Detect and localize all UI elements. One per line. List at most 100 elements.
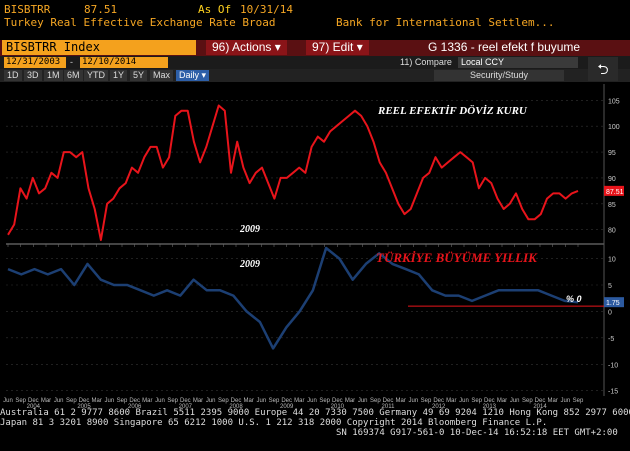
x-tick-label: Dec: [535, 398, 546, 404]
compare-label: 11) Compare: [400, 57, 452, 67]
period-button-6[interactable]: 5Y: [130, 70, 148, 81]
series-line-1: [7, 246, 579, 350]
y-tick-label: 10: [608, 257, 616, 264]
y-tick-label: 0: [608, 309, 612, 316]
x-tick-label: Dec: [28, 398, 39, 404]
x-year-label: 2007: [179, 404, 193, 408]
period-button-8[interactable]: Daily ▾: [176, 70, 210, 81]
back-arrow-icon[interactable]: ⮌: [588, 57, 618, 81]
period-button-3[interactable]: 6M: [64, 70, 83, 81]
x-tick-label: Mar: [345, 398, 355, 404]
edit-menu-button[interactable]: 97) Edit ▾: [306, 40, 369, 55]
x-tick-label: Jun: [104, 398, 114, 404]
x-year-label: 2012: [432, 404, 446, 408]
footer: Australia 61 2 9777 8600 Brazil 5511 239…: [0, 408, 630, 438]
y-tick-label: 80: [608, 228, 616, 235]
panel-title: REEL EFEKTİF DÖVİZ KURU: [377, 104, 528, 117]
footer-line-3: SN 169374 G917-561-0 10-Dec-14 16:52:18 …: [336, 428, 618, 438]
x-tick-label: Sep: [269, 398, 280, 404]
x-year-label: 2008: [229, 404, 243, 408]
period-button-0[interactable]: 1D: [4, 70, 22, 81]
target-label: % 0: [566, 294, 582, 304]
index-input[interactable]: BISBTRR Index: [2, 40, 196, 55]
chart-background: [0, 84, 630, 408]
compare-select[interactable]: Local CCY: [458, 57, 578, 68]
period-button-7[interactable]: Max: [150, 70, 174, 81]
footer-line-2: Japan 81 3 3201 8900 Singapore 65 6212 1…: [0, 418, 548, 428]
x-tick-label: Mar: [395, 398, 405, 404]
x-year-label: 2010: [331, 404, 345, 408]
y-tick-label: 95: [608, 150, 616, 157]
year-annotation: 2009: [239, 224, 260, 235]
last-value-label: 87.51: [606, 189, 624, 196]
x-tick-label: Mar: [243, 398, 253, 404]
period-button-4[interactable]: YTD: [84, 70, 108, 81]
x-tick-label: Dec: [180, 398, 191, 404]
x-tick-label: Jun: [206, 398, 216, 404]
header-bar: BISBTRR 87.51 As Of 10/31/14 Turkey Real…: [0, 0, 630, 29]
last-value-tag: [604, 185, 624, 196]
x-tick-label: Sep: [66, 398, 77, 404]
x-tick-label: Jun: [3, 398, 13, 404]
price-value: 87.51: [84, 3, 118, 16]
x-tick-label: Dec: [231, 398, 242, 404]
series-description: Turkey Real Effective Exchange Rate Broa…: [4, 16, 276, 29]
x-tick-label: Sep: [522, 398, 533, 404]
x-tick-label: Dec: [332, 398, 343, 404]
x-tick-label: Jun: [358, 398, 368, 404]
x-tick-label: Sep: [167, 398, 178, 404]
year-annotation: 2009: [239, 259, 260, 270]
x-tick-label: Sep: [421, 398, 432, 404]
x-tick-label: Jun: [510, 398, 520, 404]
x-tick-label: Mar: [142, 398, 152, 404]
last-value-tag: [604, 297, 624, 308]
end-date-input[interactable]: 12/10/2014: [80, 57, 168, 68]
x-tick-label: Jun: [256, 398, 266, 404]
last-value-label: 1.75: [606, 300, 620, 307]
x-tick-label: Dec: [79, 398, 90, 404]
x-tick-label: Sep: [319, 398, 330, 404]
actions-menu-button[interactable]: 96) Actions ▾: [206, 40, 287, 55]
x-tick-label: Sep: [117, 398, 128, 404]
y-tick-label: 90: [608, 176, 616, 183]
graph-title: G 1336 - reel efekt f buyume: [428, 40, 581, 54]
y-tick-label: 105: [608, 98, 620, 105]
period-button-1[interactable]: 3D: [24, 70, 42, 81]
y-tick-label: -10: [608, 362, 618, 369]
security-study-button[interactable]: Security/Study: [434, 70, 564, 81]
x-year-label: 2006: [128, 404, 142, 408]
period-button-2[interactable]: 1M: [44, 70, 63, 81]
x-year-label: 2005: [77, 404, 91, 408]
x-tick-label: Sep: [15, 398, 26, 404]
ticker-symbol: BISBTRR: [4, 3, 51, 16]
y-tick-label: 5: [608, 283, 612, 290]
x-year-label: 2004: [27, 404, 41, 408]
x-tick-label: Dec: [484, 398, 495, 404]
x-tick-label: Sep: [471, 398, 482, 404]
period-button-5[interactable]: 1Y: [110, 70, 128, 81]
x-tick-label: Sep: [573, 398, 584, 404]
x-tick-label: Jun: [54, 398, 64, 404]
source-name: Bank for International Settlem...: [336, 16, 555, 29]
start-date-input[interactable]: 12/31/2003: [4, 57, 66, 68]
x-tick-label: Jun: [307, 398, 317, 404]
as-of-date: 10/31/14: [240, 3, 293, 16]
x-tick-label: Jun: [408, 398, 418, 404]
y-tick-label: -5: [608, 336, 614, 343]
x-tick-label: Jun: [155, 398, 165, 404]
x-year-label: 2013: [483, 404, 497, 408]
x-tick-label: Jun: [560, 398, 570, 404]
x-tick-label: Dec: [383, 398, 394, 404]
x-tick-label: Mar: [497, 398, 507, 404]
y-tick-label: 85: [608, 202, 616, 209]
as-of-label: As Of: [198, 3, 232, 16]
x-tick-label: Sep: [370, 398, 381, 404]
x-tick-label: Dec: [129, 398, 140, 404]
x-tick-label: Dec: [281, 398, 292, 404]
x-tick-label: Mar: [294, 398, 304, 404]
x-year-label: 2014: [533, 404, 547, 408]
x-year-label: 2009: [280, 404, 294, 408]
x-tick-label: Mar: [446, 398, 456, 404]
footer-line-1: Australia 61 2 9777 8600 Brazil 5511 239…: [0, 408, 630, 418]
